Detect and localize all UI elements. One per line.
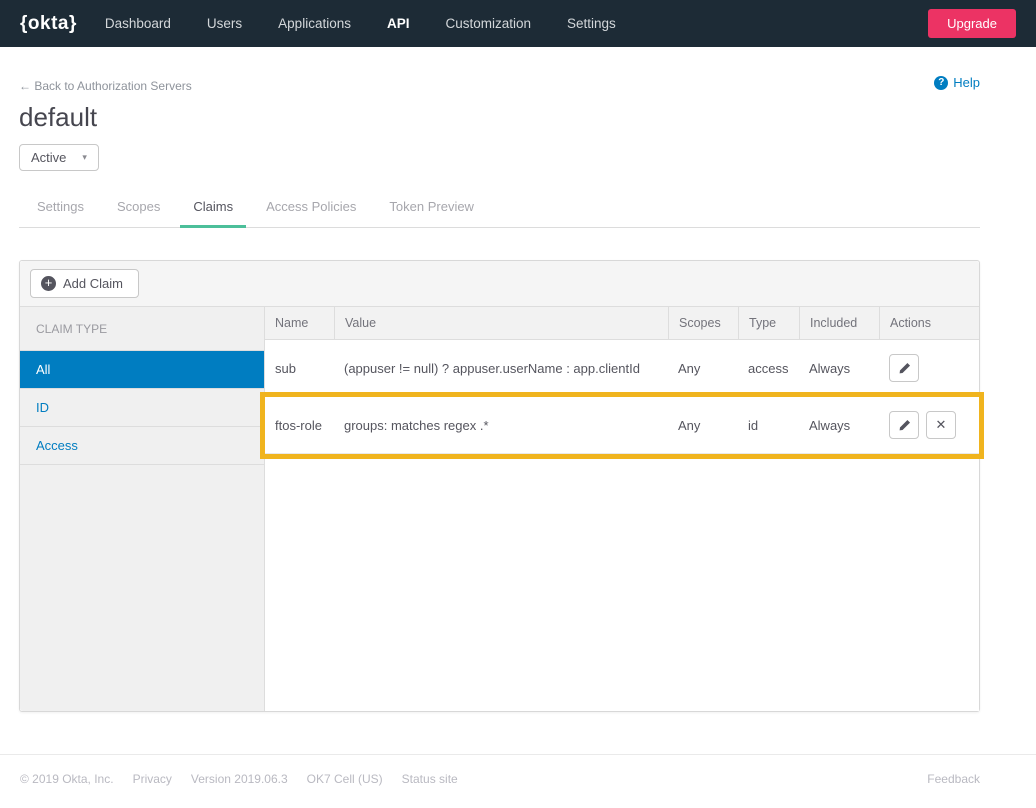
privacy-link[interactable]: Privacy xyxy=(132,772,172,786)
help-link[interactable]: ? Help xyxy=(934,75,980,90)
column-header-name: Name xyxy=(275,316,309,330)
status-site-link[interactable]: Status site xyxy=(401,772,458,786)
claim-actions: ✕ xyxy=(879,411,979,439)
column-header-scopes: Scopes xyxy=(668,307,738,339)
nav-item-users[interactable]: Users xyxy=(206,16,243,31)
claims-table: Name Value Scopes Type Included Actions … xyxy=(260,307,984,711)
close-icon: ✕ xyxy=(935,417,947,432)
column-header-type: Type xyxy=(738,307,799,339)
claim-type: access xyxy=(748,360,789,376)
claim-scopes: Any xyxy=(678,360,701,376)
claim-value: (appuser != null) ? appuser.userName : a… xyxy=(344,360,640,376)
help-label: Help xyxy=(953,75,980,90)
claims-table-header: Name Value Scopes Type Included Actions xyxy=(265,307,979,340)
pencil-icon xyxy=(898,419,911,432)
column-header-actions: Actions xyxy=(879,307,979,339)
nav-item-settings[interactable]: Settings xyxy=(567,16,616,31)
main-content: ← Back to Authorization Servers default … xyxy=(19,47,984,712)
page-title: default xyxy=(19,102,98,132)
upgrade-button[interactable]: Upgrade xyxy=(928,9,1016,38)
column-header-value: Value xyxy=(334,307,668,339)
status-dropdown-value: Active xyxy=(31,150,67,165)
claim-name: ftos-role xyxy=(275,417,322,433)
status-dropdown[interactable]: Active ▾ xyxy=(19,144,99,171)
nav-item-customization[interactable]: Customization xyxy=(445,16,532,31)
claims-panel-body: CLAIM TYPE All ID Access Name Value Scop… xyxy=(20,307,984,711)
tab-settings[interactable]: Settings xyxy=(37,199,84,214)
edit-claim-button[interactable] xyxy=(889,411,919,439)
page-footer: © 2019 Okta, Inc. Privacy Version 2019.0… xyxy=(0,754,1036,786)
tab-token-preview[interactable]: Token Preview xyxy=(389,199,474,214)
tab-claims[interactable]: Claims xyxy=(180,199,246,228)
sidebar-item-all[interactable]: All xyxy=(20,351,264,389)
claim-type-sidebar: CLAIM TYPE All ID Access xyxy=(20,307,265,711)
claim-included: Always xyxy=(809,360,851,376)
okta-logo[interactable]: {okta} xyxy=(20,12,77,34)
column-header-included: Included xyxy=(799,307,879,339)
claim-scopes: Any xyxy=(678,417,701,433)
edit-claim-button[interactable] xyxy=(889,354,919,382)
nav-item-applications[interactable]: Applications xyxy=(278,16,351,31)
claim-name: sub xyxy=(275,360,296,376)
plus-icon: + xyxy=(41,276,56,291)
claim-type-header: CLAIM TYPE xyxy=(20,307,264,351)
help-question-icon: ? xyxy=(934,75,949,90)
copyright-text: © 2019 Okta, Inc. xyxy=(20,772,114,786)
back-to-authorization-servers-link[interactable]: ← Back to Authorization Servers xyxy=(19,79,192,93)
claim-actions xyxy=(879,354,979,382)
sidebar-item-id[interactable]: ID xyxy=(20,389,264,427)
tab-scopes[interactable]: Scopes xyxy=(116,199,161,214)
claim-included: Always xyxy=(809,417,851,433)
nav-item-dashboard[interactable]: Dashboard xyxy=(104,16,171,31)
claims-panel: + Add Claim CLAIM TYPE All ID Access Nam… xyxy=(19,260,984,712)
add-claim-label: Add Claim xyxy=(63,276,123,291)
claims-toolbar: + Add Claim xyxy=(20,261,979,307)
tab-access-policies[interactable]: Access Policies xyxy=(266,199,357,214)
chevron-down-icon: ▾ xyxy=(82,152,87,162)
top-navbar: {okta} Dashboard Users Applications API … xyxy=(0,0,1036,47)
nav-item-api[interactable]: API xyxy=(386,16,410,31)
table-row-ftos-role: ftos-role groups: matches regex .* Any i… xyxy=(260,392,984,459)
table-row-sub: sub (appuser != null) ? appuser.userName… xyxy=(265,340,979,397)
add-claim-button[interactable]: + Add Claim xyxy=(30,269,139,298)
cell-text: OK7 Cell (US) xyxy=(306,772,383,786)
page-header: ← Back to Authorization Servers default … xyxy=(19,47,980,171)
pencil-icon xyxy=(898,362,911,375)
sidebar-item-access[interactable]: Access xyxy=(20,427,264,465)
version-text: Version 2019.06.3 xyxy=(190,772,288,786)
tab-bar: Settings Scopes Claims Access Policies T… xyxy=(19,199,980,228)
claim-type: id xyxy=(748,417,759,433)
feedback-link[interactable]: Feedback xyxy=(927,772,980,786)
delete-claim-button[interactable]: ✕ xyxy=(926,411,956,439)
claim-value: groups: matches regex .* xyxy=(344,417,489,433)
